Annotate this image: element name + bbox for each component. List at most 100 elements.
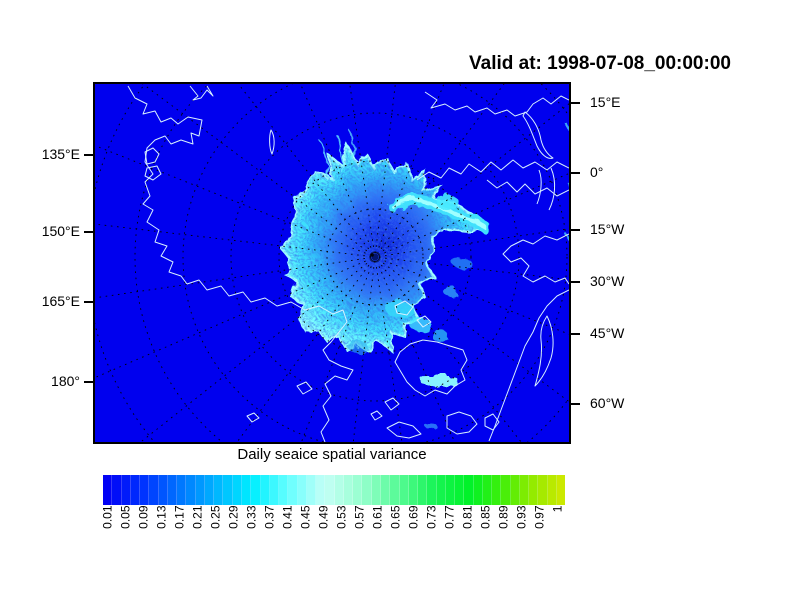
coastlines	[127, 85, 569, 442]
left-axis-tick-label: 150°E	[41, 223, 80, 239]
colorbar-segment	[130, 475, 141, 505]
colorbar-segment	[158, 475, 168, 505]
colorbar-segment	[510, 475, 520, 505]
colorbar-segment	[445, 475, 456, 505]
coastline-siberia	[127, 85, 354, 442]
colorbar-segment	[399, 475, 409, 505]
coastline-top-right	[424, 91, 569, 117]
colorbar-segment	[408, 475, 419, 505]
colorbar-segment	[501, 475, 511, 505]
left-axis-tick	[84, 154, 93, 156]
colorbar-tick-label: 1	[550, 505, 565, 513]
left-axis-tick-label: 165°E	[41, 293, 80, 309]
colorbar-segment	[204, 475, 215, 505]
right-axis-tick-label: 60°W	[590, 395, 625, 411]
colorbar-segment	[214, 475, 224, 505]
colorbar-segment	[186, 475, 196, 505]
right-axis-tick	[571, 333, 580, 335]
right-axis-tick	[571, 403, 580, 405]
colorbar-tick-label: 0.45	[298, 505, 313, 529]
colorbar-tick-label: 0.97	[532, 505, 547, 529]
colorbar-segment	[306, 475, 317, 505]
colorbar-segment	[269, 475, 280, 505]
left-axis-tick	[84, 231, 93, 233]
map-svg	[95, 84, 569, 442]
left-axis-tick-label: 180°	[51, 373, 80, 389]
colorbar-segment	[334, 475, 344, 505]
coastline-svalbard	[394, 300, 432, 328]
colorbar-tick-label: 0.65	[388, 505, 403, 529]
colorbar	[103, 475, 566, 505]
colorbar-segment	[492, 475, 502, 505]
colorbar-segment	[455, 475, 465, 505]
colorbar-segment	[547, 475, 558, 505]
colorbar-tick-label: 0.37	[262, 505, 277, 529]
left-axis-tick	[84, 381, 93, 383]
colorbar-segment	[529, 475, 539, 505]
colorbar-segment	[121, 475, 131, 505]
colorbar-tick-label: 0.17	[172, 505, 187, 529]
colorbar-segment	[427, 475, 437, 505]
colorbar-segment	[436, 475, 446, 505]
colorbar-caption: Daily seaice spatial variance	[237, 446, 427, 463]
colorbar-tick-label: 0.89	[496, 505, 511, 529]
colorbar-tick-label: 0.77	[442, 505, 457, 529]
coastline-scandinavia	[488, 289, 569, 442]
coastline-bottom-bits	[386, 421, 422, 439]
colorbar-tick-label: 0.49	[316, 505, 331, 529]
colorbar-segment	[316, 475, 326, 505]
colorbar-segment	[297, 475, 307, 505]
colorbar-tick-label: 0.13	[154, 505, 169, 529]
coastline-greenland	[394, 339, 468, 397]
colorbar-segment	[288, 475, 298, 505]
colorbar-tick-label: 0.73	[424, 505, 439, 529]
colorbar-tick-label: 0.93	[514, 505, 529, 529]
colorbar-tick-label: 0.57	[352, 505, 367, 529]
right-axis-tick	[571, 172, 580, 174]
colorbar-segment	[223, 475, 233, 505]
colorbar-segment	[195, 475, 205, 505]
colorbar-tick-label: 0.05	[118, 505, 133, 529]
coastline-small-islands	[246, 381, 400, 423]
colorbar-segment	[390, 475, 400, 505]
right-axis-tick	[571, 281, 580, 283]
colorbar-segment	[464, 475, 474, 505]
colorbar-tick-label: 0.81	[460, 505, 475, 529]
coastline-white-sea	[502, 233, 569, 285]
coastline-yamal	[536, 167, 556, 211]
colorbar-tick-label: 0.53	[334, 505, 349, 529]
colorbar-segment	[343, 475, 354, 505]
colorbar-segment	[260, 475, 270, 505]
colorbar-segment	[473, 475, 483, 505]
colorbar-tick-label: 0.33	[244, 505, 259, 529]
colorbar-segment	[251, 475, 261, 505]
colorbar-segment	[140, 475, 150, 505]
coastline-bothnia	[534, 315, 554, 387]
colorbar-tick-label: 0.69	[406, 505, 421, 529]
ice-field	[282, 123, 569, 431]
colorbar-segment	[557, 475, 566, 505]
colorbar-segment	[232, 475, 242, 505]
colorbar-segment	[241, 475, 252, 505]
colorbar-segment	[177, 475, 187, 505]
coastline-severnaya-zemlya	[144, 147, 162, 181]
colorbar-segment	[519, 475, 530, 505]
left-axis-tick	[84, 301, 93, 303]
right-axis-tick-label: 15°E	[590, 94, 621, 110]
colorbar-segment	[279, 475, 289, 505]
coastline-kara	[416, 159, 569, 181]
colorbar-tick-label: 0.09	[136, 505, 151, 529]
colorbar-segment	[103, 475, 113, 505]
colorbar-segment	[371, 475, 381, 505]
right-axis-tick	[571, 229, 580, 231]
right-axis-tick	[571, 102, 580, 104]
right-axis-tick-label: 30°W	[590, 273, 625, 289]
coastline-island-thin	[269, 129, 275, 155]
graticule	[95, 84, 569, 442]
right-axis-tick-label: 0°	[590, 164, 604, 180]
colorbar-labels: 0.01 0.05 0.09 0.13 0.17 0.21 0.25 0.29 0.33 0.37…	[101, 505, 565, 556]
colorbar-segment	[325, 475, 335, 505]
coastline-top-hook	[189, 85, 214, 101]
colorbar-segment	[353, 475, 363, 505]
